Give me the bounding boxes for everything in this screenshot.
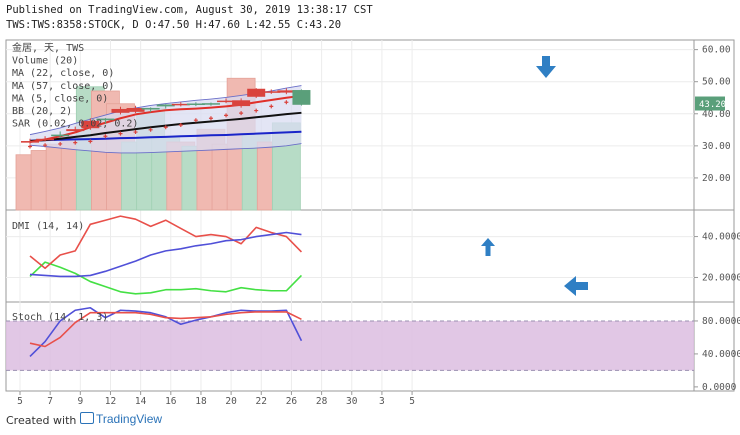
sar-dot <box>103 134 108 139</box>
stoch-%D-line <box>29 311 302 348</box>
arrow-down-icon <box>536 56 556 78</box>
x-tick-label: 20 <box>225 396 237 407</box>
stoch-tick-label: 80.0000 <box>702 316 740 327</box>
sar-dot <box>133 130 138 135</box>
candle-body <box>81 120 100 129</box>
price-tick-label: 30.00 <box>702 141 731 152</box>
sar-dot <box>148 127 153 132</box>
x-tick-label: 22 <box>256 396 267 407</box>
candle-body <box>262 91 281 93</box>
x-tick-label: 5 <box>409 396 415 407</box>
stoch-tick-label: 40.0000 <box>702 349 740 360</box>
sar-dot <box>28 144 32 149</box>
candle-body <box>277 90 296 93</box>
x-tick-label: 5 <box>17 396 23 407</box>
sar-dot <box>269 104 274 109</box>
candle-body <box>141 108 160 110</box>
sar-dot <box>254 108 259 113</box>
dmi-+DI-line <box>29 261 303 295</box>
chart-frame <box>5 39 735 392</box>
tradingview-brand-label: TradingView <box>96 412 163 426</box>
candle-body <box>171 103 190 106</box>
price-tick-label: 60.00 <box>702 45 731 56</box>
candle-body <box>232 100 251 107</box>
candle-body <box>66 129 85 132</box>
candle-body <box>111 108 130 113</box>
x-tick-label: 28 <box>316 396 328 407</box>
ma57-line <box>29 130 302 142</box>
candle-body <box>217 100 236 103</box>
candle-body <box>156 104 175 107</box>
last-price-label: 43.20 <box>699 100 726 110</box>
price-tick-label: 20.00 <box>702 173 731 184</box>
sar-dot <box>284 100 289 105</box>
x-tick-label: 30 <box>346 396 358 407</box>
price-tick-label: 40.00 <box>702 109 731 120</box>
tradingview-logo-icon <box>80 412 94 424</box>
candle-body <box>21 141 39 143</box>
price-tick-label: 50.00 <box>702 77 731 88</box>
dmi--DI-line <box>29 215 303 270</box>
candle-body <box>247 88 266 97</box>
x-tick-label: 12 <box>105 396 116 407</box>
legend-2: MA (22, close, 0) <box>12 68 114 79</box>
x-tick-label: 18 <box>195 396 207 407</box>
x-tick-label: 26 <box>286 396 298 407</box>
legend-4: MA (5, close, 0) <box>12 93 108 104</box>
tradingview-link[interactable]: TradingView <box>80 412 162 426</box>
dmi-ADX-line <box>29 231 302 278</box>
dmi-tick-label: 40.0000 <box>702 232 740 243</box>
last-price-tag <box>695 96 725 111</box>
stoch-tick-label: 0.0000 <box>702 382 737 393</box>
sar-dot <box>224 113 229 118</box>
arrow-left-icon <box>564 276 588 296</box>
sar-dot <box>43 143 48 148</box>
candle-body <box>96 118 115 121</box>
x-tick-label: 16 <box>165 396 177 407</box>
sar-dot <box>118 131 123 136</box>
candle-body <box>201 103 220 105</box>
sar-dot <box>58 141 63 146</box>
sar-dot <box>163 125 168 130</box>
dmi-tick-label: 20.0000 <box>702 272 740 283</box>
legend-3: MA (57, close, 0) <box>12 81 114 92</box>
legend-0: 金居, 天, TWS <box>12 41 84 54</box>
sar-dot <box>208 116 213 121</box>
sar-dot <box>73 140 78 145</box>
quote-line: TWS:TWS:8358:STOCK, D O:47.50 H:47.60 L:… <box>6 19 342 31</box>
legend-1: Volume (20) <box>12 56 78 67</box>
sar-dot <box>239 111 244 116</box>
x-tick-label: 9 <box>77 396 83 407</box>
candle-body <box>36 138 55 141</box>
candle-body <box>186 103 205 106</box>
created-with-label: Created with <box>6 414 77 427</box>
stoch-%K-line <box>29 306 303 357</box>
x-tick-label: 14 <box>135 396 147 407</box>
legend-5: BB (20, 2) <box>12 106 72 117</box>
stoch-title: Stoch (14, 1, 3) <box>12 312 108 323</box>
dmi-title: DMI (14, 14) <box>12 221 84 232</box>
sar-dot <box>193 118 198 123</box>
bollinger-lower-line <box>29 143 302 154</box>
candle-body <box>51 134 70 137</box>
published-line: Published on TradingView.com, August 30,… <box>6 4 373 16</box>
arrow-up-icon <box>481 238 495 256</box>
legend-6: SAR (0.02, 0.02, 0.2) <box>12 119 138 130</box>
x-tick-label: 3 <box>379 396 385 407</box>
candle-body <box>126 108 145 112</box>
sar-dot <box>178 123 183 127</box>
sar-dot <box>88 139 93 144</box>
x-tick-label: 7 <box>47 396 53 407</box>
stoch-band <box>6 320 694 371</box>
candle-body <box>292 90 311 105</box>
